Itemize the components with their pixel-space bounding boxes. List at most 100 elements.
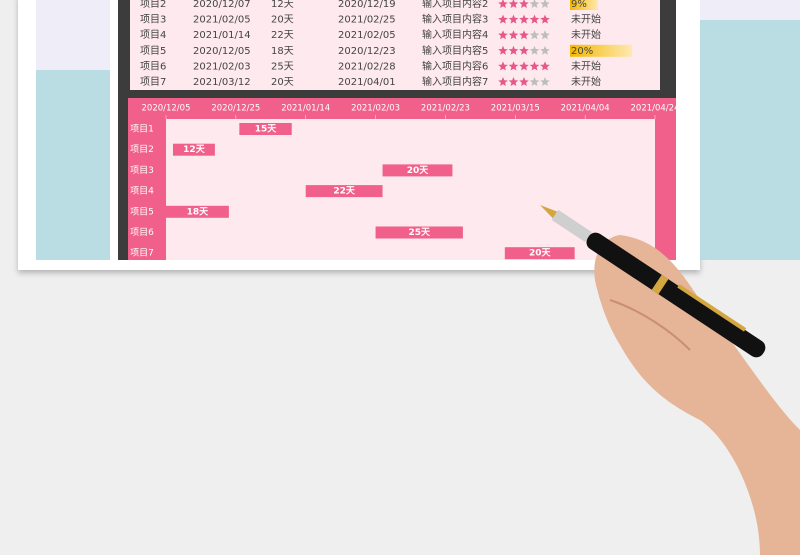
content: 输入项目内容7 — [422, 75, 488, 88]
rating-star — [529, 45, 540, 55]
status: 未开始 — [571, 13, 601, 26]
pen-grip — [551, 209, 592, 243]
project-name: 项目7 — [140, 76, 166, 88]
content: 输入项目内容6 — [422, 59, 488, 72]
progress-bar — [570, 0, 598, 10]
end-date: 2021/04/01 — [338, 77, 396, 88]
y-tick-label: 项目4 — [130, 186, 154, 197]
rating-star — [540, 14, 550, 24]
end-date: 2021/02/28 — [338, 61, 396, 72]
rating-star — [519, 14, 529, 24]
project-name: 项目6 — [140, 60, 166, 72]
progress-bar — [570, 44, 632, 57]
rating-star — [519, 30, 529, 40]
status: 9% — [571, 0, 587, 10]
gantt-bar — [375, 226, 463, 239]
content: 输入项目内容2 — [422, 0, 488, 10]
bar-label: 20天 — [529, 248, 552, 259]
y-tick-label: 项目7 — [130, 248, 154, 259]
start-date: 2020/12/07 — [193, 0, 251, 10]
status: 未开始 — [571, 28, 601, 41]
rating-star — [529, 61, 540, 71]
x-tick-label: 2021/04/04 — [561, 104, 610, 114]
rating-star — [529, 14, 540, 24]
start-date: 2021/02/03 — [193, 61, 251, 72]
rating-star — [519, 61, 529, 71]
start-date: 2021/02/05 — [193, 15, 251, 26]
bar-label: 12天 — [183, 144, 206, 155]
hand-with-pen — [540, 205, 800, 555]
hand-crease — [609, 299, 691, 351]
bar-label: 22天 — [333, 186, 356, 197]
y-tick-label: 项目6 — [130, 227, 154, 238]
pen-nib — [540, 205, 558, 219]
rating-star — [529, 0, 540, 8]
decor — [700, 20, 800, 260]
rating-star — [508, 45, 519, 55]
start-date: 2021/01/14 — [193, 30, 251, 41]
pen-body — [586, 232, 766, 358]
status: 未开始 — [571, 59, 601, 72]
rating-star — [540, 30, 550, 40]
bar-label: 18天 — [187, 206, 210, 217]
rating-star — [498, 0, 508, 8]
bar-label: 15天 — [255, 124, 278, 135]
rating-star — [508, 30, 519, 40]
end-date: 2021/02/25 — [338, 15, 396, 26]
content: 输入项目内容5 — [422, 44, 488, 57]
duration: 18天 — [271, 46, 294, 57]
rating-star — [529, 30, 540, 40]
y-tick-label: 项目2 — [130, 144, 154, 155]
project-name: 项目4 — [140, 29, 166, 41]
decor — [36, 0, 110, 70]
rating-star — [508, 77, 519, 86]
gantt-bar — [239, 123, 292, 135]
rating-star — [508, 14, 519, 24]
project-name: 项目5 — [140, 45, 166, 57]
rating-star — [529, 77, 540, 86]
rating-star — [498, 45, 508, 55]
x-tick-label: 2021/01/14 — [281, 104, 330, 114]
y-tick-label: 项目1 — [130, 124, 154, 135]
x-tick-label: 2020/12/25 — [211, 104, 260, 114]
rating-star — [498, 30, 508, 40]
status: 未开始 — [571, 75, 601, 88]
duration: 20天 — [271, 15, 294, 26]
start-date: 2021/03/12 — [193, 77, 251, 88]
start-date: 2020/12/05 — [193, 46, 251, 57]
y-tick-label: 项目3 — [130, 165, 154, 176]
hand — [594, 235, 800, 555]
gantt-bar — [504, 247, 575, 260]
rating-star — [519, 77, 529, 86]
end-date: 2020/12/19 — [338, 0, 396, 10]
pen-clip — [677, 284, 747, 332]
end-date: 2020/12/23 — [338, 46, 396, 57]
duration: 12天 — [271, 0, 294, 10]
x-tick-label: 2021/02/03 — [351, 104, 400, 114]
rating-star — [540, 77, 550, 86]
status: 20% — [571, 46, 593, 57]
decor — [700, 0, 800, 20]
rating-star — [540, 0, 550, 8]
pen-ring — [651, 274, 669, 295]
project-name: 项目3 — [140, 14, 166, 26]
rating-star — [540, 45, 550, 55]
rating-star — [498, 61, 508, 71]
x-tick-label: 2021/04/24 — [631, 104, 680, 114]
duration: 20天 — [271, 77, 294, 88]
pen — [540, 205, 766, 358]
gantt-bar — [382, 164, 453, 177]
rating-star — [519, 0, 529, 8]
content: 项目2 2020/12/07 12天 2020/12/19 输入项目内容2 9% 项目3 20… — [130, 0, 680, 260]
end-date: 2021/02/05 — [338, 30, 396, 41]
content: 输入项目内容3 — [422, 13, 488, 26]
y-tick-label: 项目5 — [130, 206, 154, 217]
gantt-bar — [166, 205, 229, 218]
x-tick-label: 2020/12/05 — [142, 104, 191, 114]
rating-star — [498, 14, 508, 24]
content: 输入项目内容4 — [422, 28, 488, 41]
bar-label: 25天 — [408, 227, 431, 238]
x-tick-label: 2021/02/23 — [421, 104, 470, 114]
